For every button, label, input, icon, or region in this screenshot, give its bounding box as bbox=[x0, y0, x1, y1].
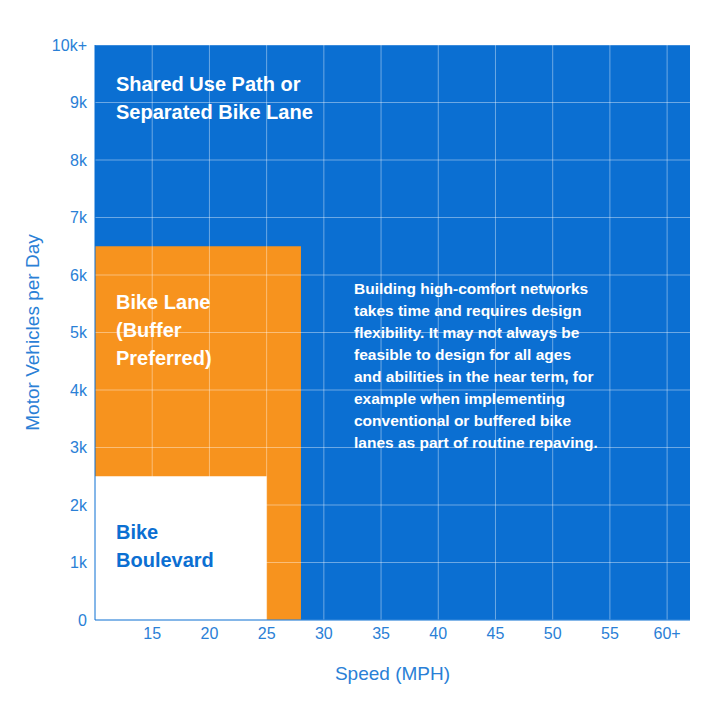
svg-text:35: 35 bbox=[372, 625, 390, 642]
svg-text:2k: 2k bbox=[70, 497, 88, 514]
svg-text:Motor Vehicles per Day: Motor Vehicles per Day bbox=[22, 234, 43, 431]
svg-text:20: 20 bbox=[201, 625, 219, 642]
svg-text:10k+: 10k+ bbox=[52, 37, 87, 54]
svg-text:60+: 60+ bbox=[654, 625, 681, 642]
svg-text:55: 55 bbox=[601, 625, 619, 642]
svg-text:4k: 4k bbox=[70, 382, 88, 399]
svg-text:9k: 9k bbox=[70, 94, 88, 111]
svg-text:7k: 7k bbox=[70, 209, 88, 226]
svg-text:45: 45 bbox=[487, 625, 505, 642]
svg-text:6k: 6k bbox=[70, 267, 88, 284]
html-text:Shared Use Path or Separated B: Shared Use Path or Separated Bike Lane bbox=[116, 73, 313, 123]
svg-text:50: 50 bbox=[544, 625, 562, 642]
svg-text:1k: 1k bbox=[70, 554, 88, 571]
svg-text:0: 0 bbox=[78, 612, 87, 629]
html-text:Bike Boulevard: Bike Boulevard bbox=[116, 521, 214, 571]
html-text:Bike Lane (Buffer Preferred): Bike Lane (Buffer Preferred) bbox=[116, 291, 212, 369]
svg-text:25: 25 bbox=[258, 625, 276, 642]
svg-text:15: 15 bbox=[143, 625, 161, 642]
svg-text:5k: 5k bbox=[70, 324, 88, 341]
svg-text:40: 40 bbox=[429, 625, 447, 642]
svg-text:3k: 3k bbox=[70, 439, 88, 456]
html-text:Building high-comfort networks: Building high-comfort networks takes tim… bbox=[354, 280, 598, 451]
svg-text:Speed (MPH): Speed (MPH) bbox=[335, 663, 450, 684]
svg-text:8k: 8k bbox=[70, 152, 88, 169]
svg-text:30: 30 bbox=[315, 625, 333, 642]
